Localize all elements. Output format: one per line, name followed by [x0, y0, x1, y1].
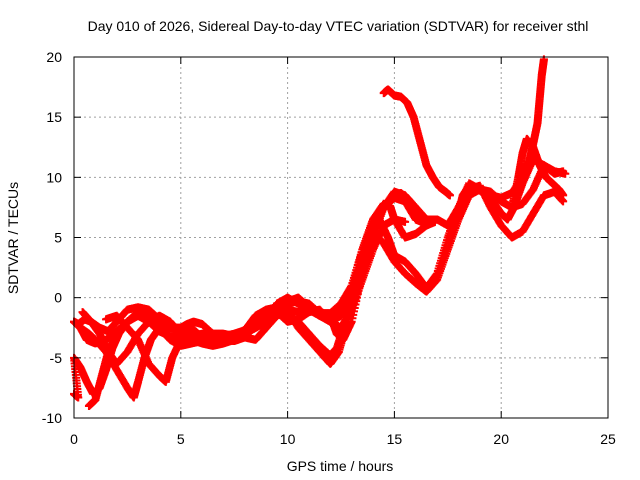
y-tick-label: -5: [50, 350, 63, 366]
y-tick-label: 20: [46, 49, 62, 65]
x-axis-label: GPS time / hours: [287, 458, 394, 474]
y-tick-label: 10: [46, 169, 62, 185]
chart-title: Day 010 of 2026, Sidereal Day-to-day VTE…: [88, 18, 589, 34]
data-point: [559, 167, 568, 176]
y-tick-label: 0: [54, 290, 62, 306]
x-tick-label: 10: [280, 431, 296, 447]
x-tick-label: 0: [70, 431, 78, 447]
y-tick-label: -10: [42, 410, 62, 426]
data-points: [70, 55, 570, 410]
y-tick-label: 5: [54, 230, 62, 246]
x-tick-label: 5: [177, 431, 185, 447]
x-tick-label: 25: [600, 431, 616, 447]
x-tick-label: 15: [387, 431, 403, 447]
y-tick-label: 15: [46, 109, 62, 125]
series-track-7: [78, 215, 410, 368]
x-tick-label: 20: [493, 431, 509, 447]
y-axis-label: SDTVAR / TECUs: [5, 182, 21, 294]
